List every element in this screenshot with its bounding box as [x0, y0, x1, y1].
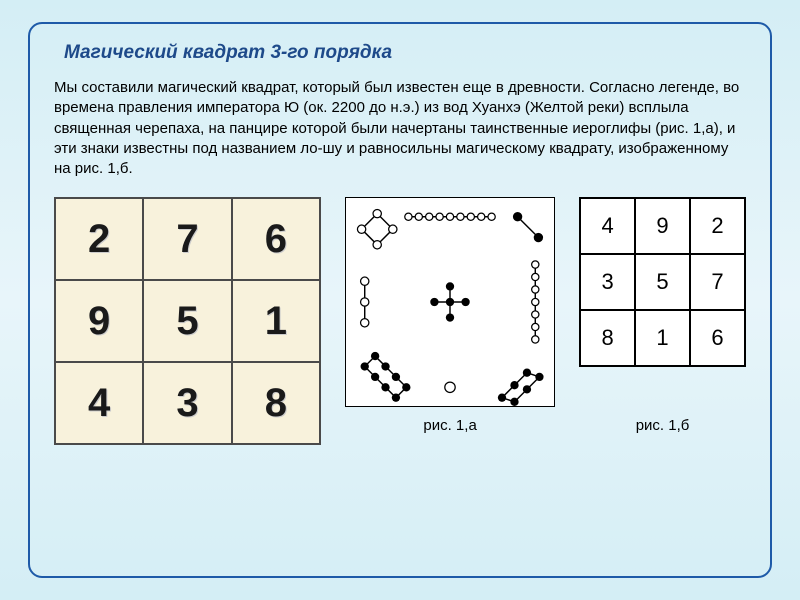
big-cell: 7 — [143, 198, 231, 280]
big-cell: 6 — [232, 198, 320, 280]
big-cell: 4 — [55, 362, 143, 444]
page-title: Магический квадрат 3-го порядка — [64, 42, 746, 64]
small-cell: 4 — [580, 198, 635, 254]
small-cell: 3 — [580, 254, 635, 310]
caption-a: рис. 1,а — [423, 417, 476, 434]
small-cell: 1 — [635, 310, 690, 366]
caption-b: рис. 1,б — [636, 417, 690, 434]
big-cell: 3 — [143, 362, 231, 444]
loshu-figure: рис. 1,а — [345, 197, 555, 434]
small-cell: 8 — [580, 310, 635, 366]
big-cell: 1 — [232, 280, 320, 362]
big-cell: 8 — [232, 362, 320, 444]
big-cell: 2 — [55, 198, 143, 280]
magic-square-large: 2 7 6 9 5 1 4 3 8 — [54, 197, 321, 445]
small-cell: 9 — [635, 198, 690, 254]
small-cell: 7 — [690, 254, 745, 310]
loshu-diagram-icon — [345, 197, 555, 407]
body-paragraph: Мы составили магический квадрат, который… — [54, 78, 746, 179]
small-square-figure: 4 9 2 3 5 7 8 1 6 рис. 1,б — [579, 197, 746, 434]
figures-row: 2 7 6 9 5 1 4 3 8 — [54, 197, 746, 445]
big-cell: 5 — [143, 280, 231, 362]
content-frame: Магический квадрат 3-го порядка Мы соста… — [28, 22, 772, 578]
small-cell: 2 — [690, 198, 745, 254]
big-cell: 9 — [55, 280, 143, 362]
magic-square-small: 4 9 2 3 5 7 8 1 6 — [579, 197, 746, 367]
small-cell: 5 — [635, 254, 690, 310]
small-cell: 6 — [690, 310, 745, 366]
